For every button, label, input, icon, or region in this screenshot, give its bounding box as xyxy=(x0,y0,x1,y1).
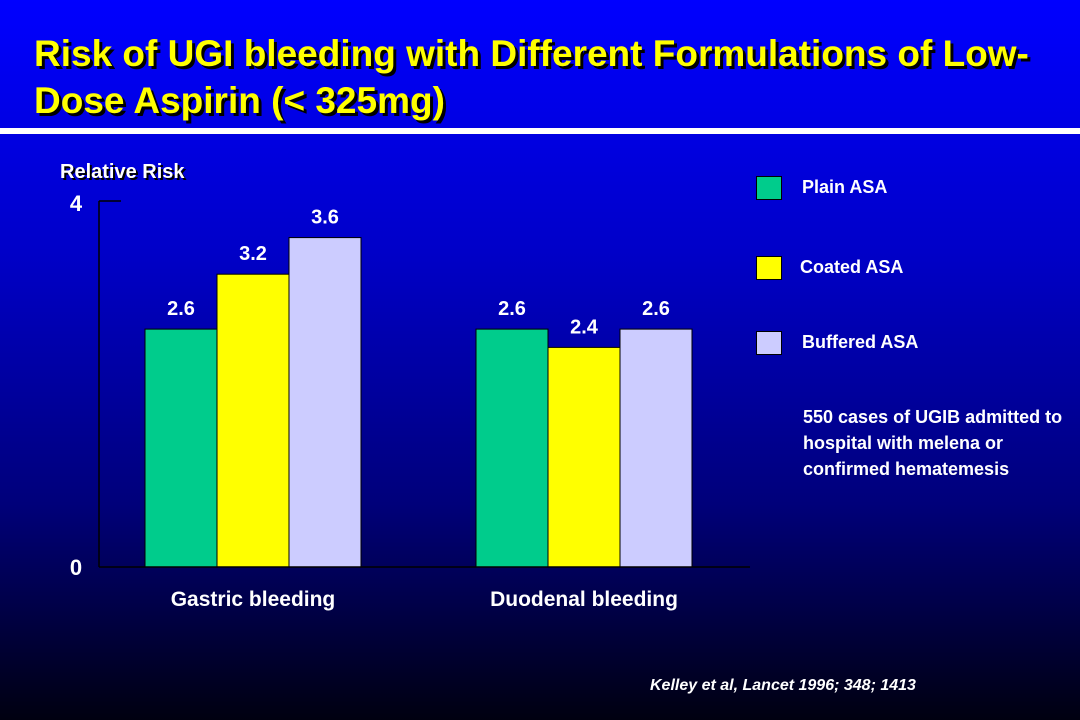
bar-value-label-1-1: 2.4 xyxy=(570,316,599,338)
y-axis-label: Relative Risk xyxy=(60,161,185,183)
bar-1-2 xyxy=(619,328,693,568)
x-category-label-1: Duodenal bleeding xyxy=(490,588,678,611)
bar-0-2 xyxy=(288,237,362,568)
bar-value-label-0-2: 3.6 xyxy=(311,207,339,229)
citation: Kelley et al, Lancet 1996; 348; 1413 xyxy=(650,677,916,694)
bar-value-label-0-1: 3.2 xyxy=(239,243,267,265)
study-note: 550 cases of UGIB admitted to hospital w… xyxy=(803,407,1063,479)
y-tick-label-zero: 0 xyxy=(70,555,82,580)
legend-swatch-buffered-asa xyxy=(756,331,782,355)
bar-1-1 xyxy=(547,346,621,568)
bar-0-1 xyxy=(216,273,290,568)
x-category-label-0: Gastric bleeding xyxy=(171,588,336,611)
bar-value-label-0-0: 2.6 xyxy=(167,298,195,320)
y-axis-label-shadow: Relative Risk xyxy=(62,163,187,185)
bar-value-label-1-0: 2.6 xyxy=(498,298,526,320)
legend-label-plain-asa: Plain ASA xyxy=(802,177,888,197)
bar-0-0 xyxy=(144,328,218,568)
legend-label-buffered-asa: Buffered ASA xyxy=(802,332,919,352)
bar-value-label-1-2: 2.6 xyxy=(642,298,670,320)
slide-title: Risk of UGI bleeding with Different Form… xyxy=(34,33,1029,121)
legend-label-coated-asa: Coated ASA xyxy=(800,257,904,277)
legend-swatch-coated-asa xyxy=(756,256,782,280)
legend-swatch-plain-asa xyxy=(756,176,782,200)
y-tick-label-top: 4 xyxy=(70,191,83,216)
bar-1-0 xyxy=(475,328,549,568)
title-divider xyxy=(0,128,1080,134)
